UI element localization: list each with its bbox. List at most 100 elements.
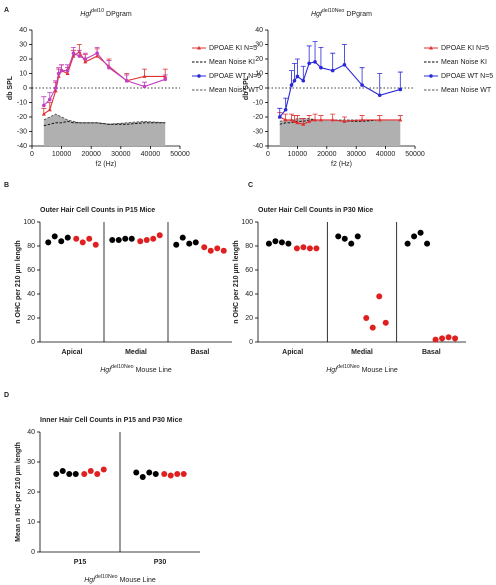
y-tick-label: -10: [17, 99, 27, 106]
legend-marker: [429, 74, 433, 78]
point: [95, 53, 100, 58]
x-tick-label: 20000: [81, 151, 101, 158]
y-axis-label: db SPL: [7, 75, 14, 100]
dot: [272, 238, 279, 245]
y-axis-label: Mean n IHC per 210 µm length: [15, 442, 22, 542]
y-tick-label: 20: [255, 56, 263, 63]
y-tick-label: 10: [27, 519, 35, 526]
dot: [152, 471, 159, 477]
point: [71, 51, 76, 55]
point: [283, 117, 288, 122]
x-axis-label-part: del10Neo: [337, 364, 360, 370]
x-tick-label: 0: [266, 151, 270, 158]
dot: [313, 245, 320, 252]
y-tick-label: 60: [27, 267, 35, 274]
point: [95, 51, 99, 55]
point: [292, 78, 297, 83]
point: [107, 65, 111, 70]
point: [398, 87, 403, 92]
dot: [300, 244, 307, 251]
chart-title: Inner Hair Cell Counts in P15 and P30 Mi…: [40, 417, 182, 424]
chart-title-part: DPgram: [106, 11, 132, 18]
x-tick-label: 10000: [52, 151, 72, 158]
legend-label: DPOAE WT N=5: [209, 73, 261, 80]
y-tick-label: 0: [31, 339, 35, 346]
dot: [369, 324, 376, 331]
dot: [81, 471, 88, 477]
y-tick-label: -20: [253, 114, 263, 121]
y-tick-label: 100: [23, 219, 35, 226]
x-tick-label: 50000: [405, 151, 425, 158]
point: [318, 117, 323, 122]
y-tick-label: 40: [255, 27, 263, 34]
x-axis-label-part: Mouse Line: [362, 367, 398, 374]
dot: [424, 240, 431, 247]
legend-label: Mean Noise KI: [441, 59, 487, 66]
y-tick-label: 0: [249, 339, 253, 346]
panel-label: B: [4, 182, 9, 189]
series-line: [279, 61, 401, 118]
legend-label: Mean Noise WT: [209, 87, 260, 94]
y-tick-label: 40: [245, 291, 253, 298]
x-tick-label: 50000: [170, 151, 190, 158]
point: [360, 83, 364, 87]
legend-label: DPOAE KI N=5: [209, 45, 257, 52]
chart-title-part: Hgf: [80, 11, 92, 18]
x-axis-label: f2 (Hz): [331, 161, 352, 168]
point: [292, 119, 297, 123]
legend-label: DPOAE WT N=5: [441, 73, 493, 80]
dot: [220, 247, 227, 254]
x-axis-label: Hgfdel10Neo Mouse Line: [84, 574, 156, 583]
dot: [73, 235, 80, 242]
legend-marker: [197, 45, 201, 50]
point: [301, 78, 306, 83]
dot: [100, 466, 107, 473]
point: [289, 83, 294, 87]
y-tick-label: 10: [19, 70, 27, 77]
y-axis-label: n OHC per 210 µm length: [15, 240, 22, 323]
dot: [404, 240, 411, 247]
point: [77, 54, 82, 58]
y-tick-label: 0: [259, 85, 263, 92]
noise-area: [279, 118, 401, 146]
dot: [137, 238, 144, 245]
x-axis-label-part: Hgf: [84, 577, 96, 584]
y-tick-label: 0: [23, 85, 27, 92]
y-tick-label: 20: [27, 489, 35, 496]
point: [59, 68, 64, 73]
dot: [146, 469, 153, 476]
x-tick-label: 10000: [288, 151, 308, 158]
error-bar: [359, 67, 365, 86]
dot: [167, 472, 174, 479]
point: [83, 59, 88, 64]
dot: [72, 471, 79, 477]
dot: [53, 471, 60, 477]
series-line: [43, 52, 166, 106]
dot: [128, 235, 135, 242]
point: [283, 107, 288, 112]
y-tick-label: 10: [255, 70, 263, 77]
error-bar: [341, 44, 347, 65]
x-axis-label-part: Hgf: [326, 367, 338, 374]
dot: [278, 239, 285, 246]
dot: [376, 293, 383, 300]
x-axis-label-part: Hgf: [100, 367, 112, 374]
x-axis-label-part: Mouse Line: [136, 367, 172, 374]
dot: [59, 468, 66, 474]
dot: [417, 229, 424, 236]
point: [47, 97, 52, 102]
dot: [354, 233, 361, 240]
legend-label: DPOAE KI N=5: [441, 45, 489, 52]
dot: [156, 232, 163, 239]
chart-title: Outer Hair Cell Counts in P15 Mice: [40, 207, 155, 214]
dot: [180, 471, 187, 477]
x-tick-label: P15: [74, 559, 87, 566]
dot: [64, 234, 71, 241]
error-bar: [306, 45, 312, 64]
x-tick-label: 30000: [111, 151, 131, 158]
dot: [173, 241, 180, 248]
point: [53, 86, 58, 90]
dot: [439, 335, 446, 342]
x-tick-label: 0: [30, 151, 34, 158]
point: [47, 107, 52, 112]
